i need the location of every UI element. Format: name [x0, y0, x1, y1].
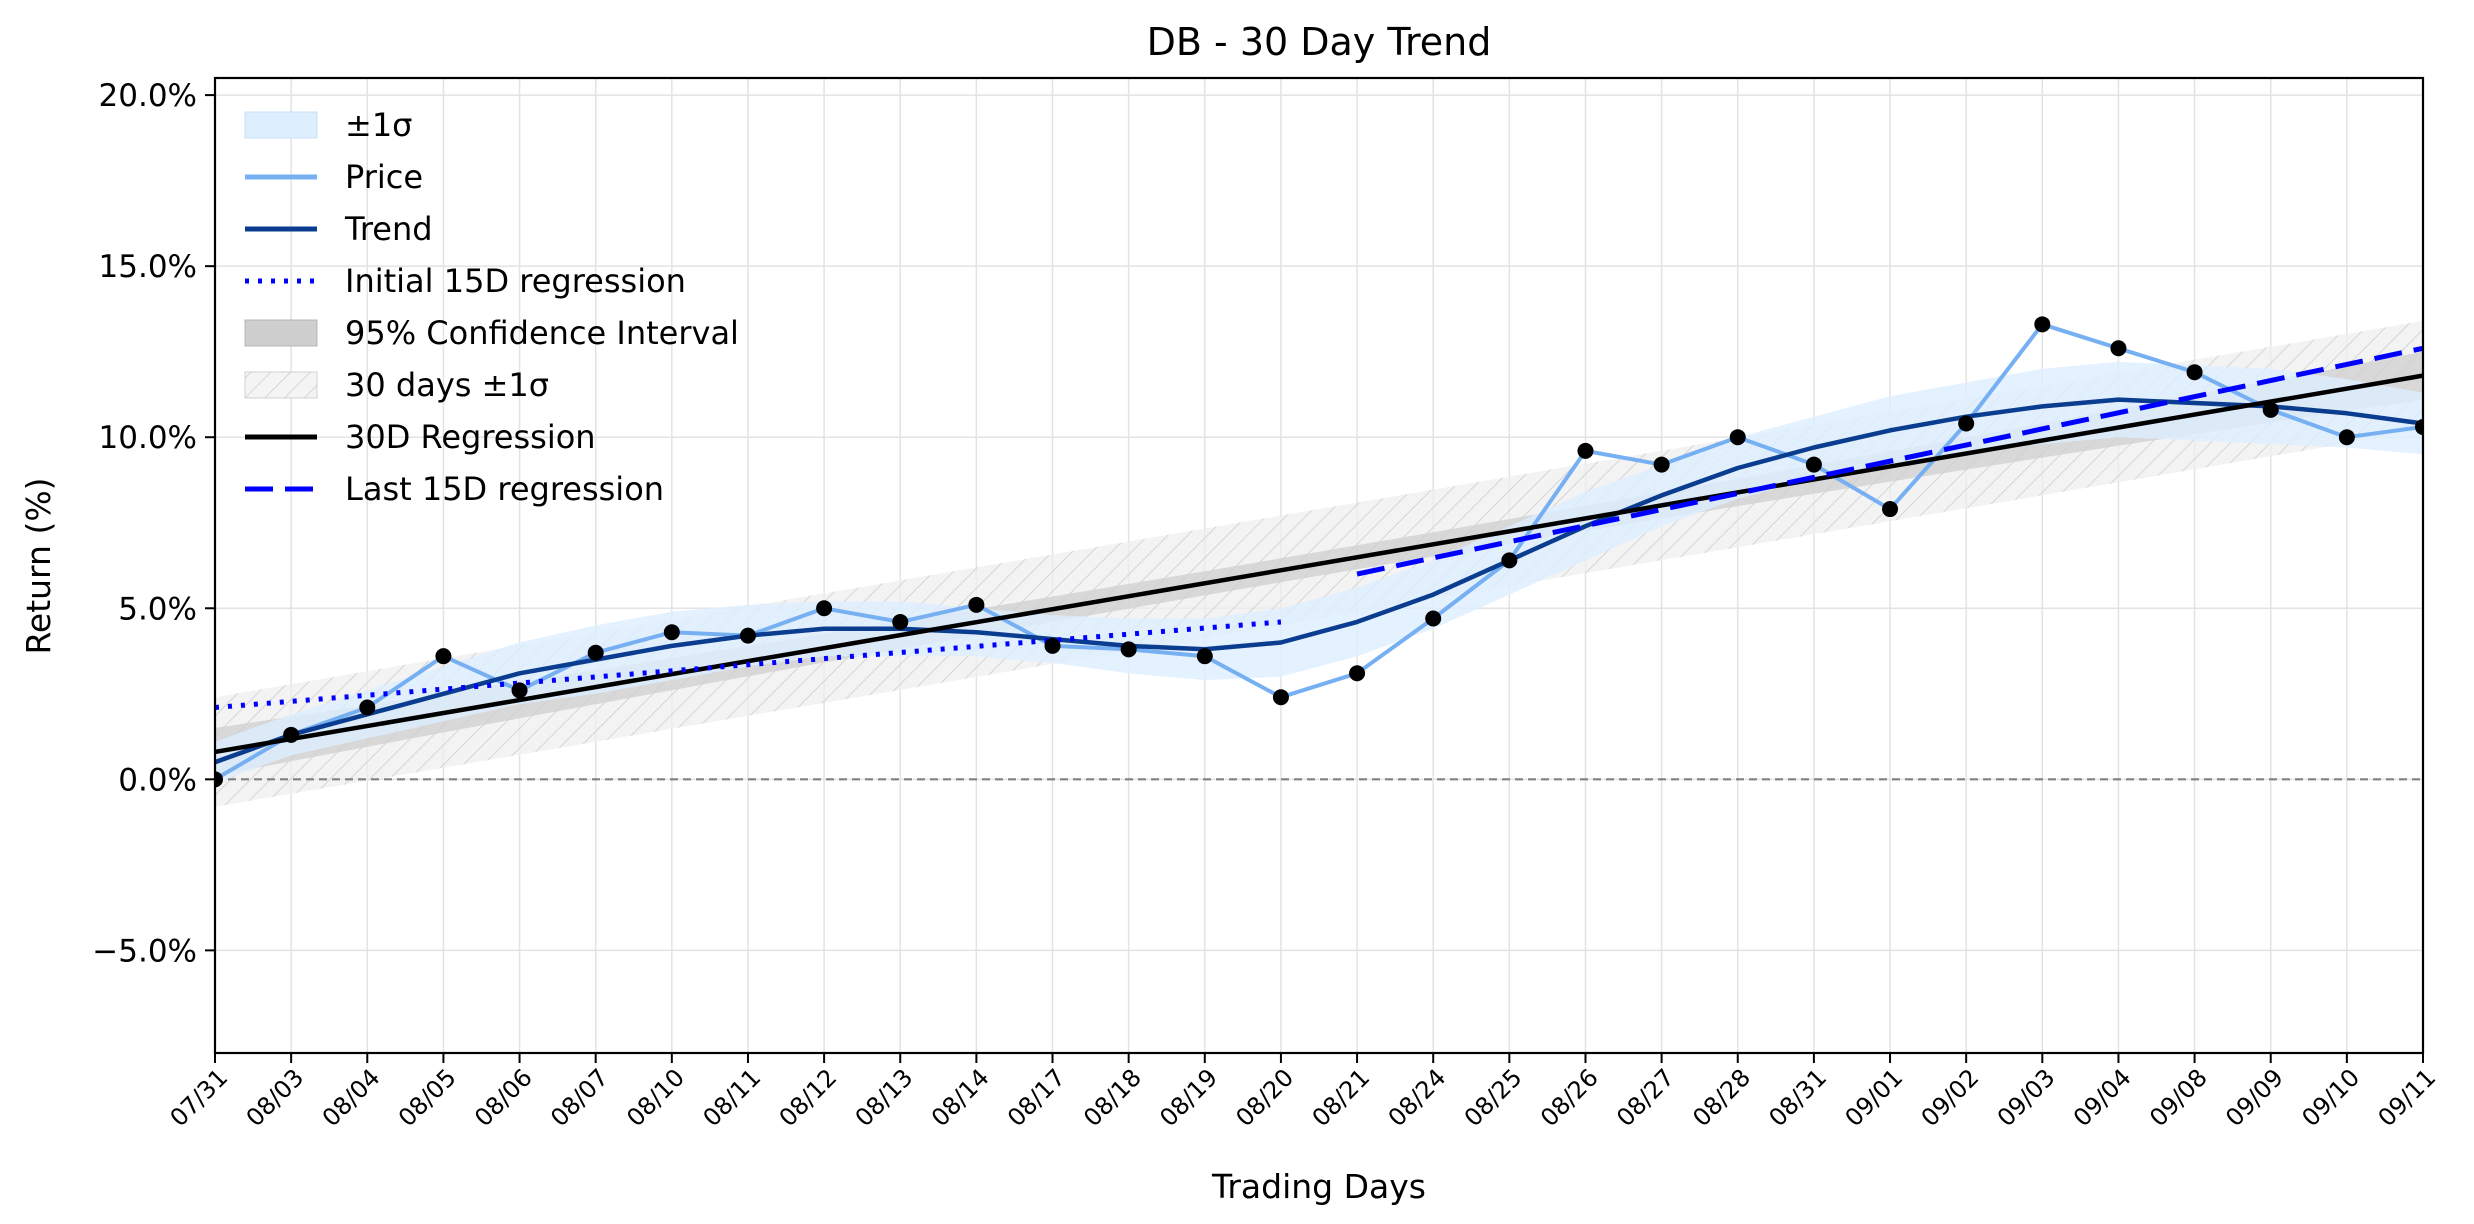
price-point: [1425, 610, 1442, 627]
price-point: [1044, 637, 1061, 654]
x-tick-label: 08/24: [1383, 1063, 1452, 1132]
legend-item: 95% Confidence Interval: [244, 314, 739, 352]
legend-item: Last 15D regression: [245, 470, 664, 508]
legend-item: Price: [245, 158, 423, 196]
price-point: [1805, 456, 1822, 473]
price-point: [1577, 442, 1594, 459]
y-tick-label: −5.0%: [92, 933, 197, 969]
x-tick-label: 09/08: [2144, 1063, 2213, 1132]
price-point: [2110, 340, 2127, 357]
price-point: [1729, 429, 1746, 446]
price-point: [2034, 316, 2051, 333]
trend-line: [215, 397, 2423, 765]
regression-last-15d-line: [1356, 345, 2423, 577]
legend-label: Last 15D regression: [345, 470, 664, 508]
x-tick-label: 08/25: [1459, 1063, 1528, 1132]
price-point: [1653, 456, 1670, 473]
price-point: [2338, 429, 2355, 446]
x-tick-label: 07/31: [165, 1063, 234, 1132]
x-tick-label: 09/11: [2373, 1063, 2442, 1132]
legend-swatch-sigma: [244, 111, 318, 139]
x-tick-label: 08/11: [698, 1063, 767, 1132]
legend-label: 95% Confidence Interval: [345, 314, 739, 352]
y-tick-label: 5.0%: [118, 591, 197, 627]
x-tick-label: 08/19: [1154, 1063, 1223, 1132]
y-tick-label: 15.0%: [99, 249, 197, 285]
x-tick-label: 08/28: [1687, 1063, 1756, 1132]
legend-item: 30D Regression: [245, 418, 596, 456]
y-tick-label: 10.0%: [99, 420, 197, 456]
x-tick-label: 09/09: [2220, 1063, 2289, 1132]
plot-area: [215, 316, 2423, 807]
price-point: [215, 771, 223, 788]
legend-item: Trend: [245, 210, 433, 248]
x-tick-label: 08/18: [1078, 1063, 1147, 1132]
x-tick-label: 09/03: [1992, 1063, 2061, 1132]
price-point: [587, 644, 604, 661]
x-tick-label: 08/06: [469, 1063, 538, 1132]
x-tick-label: 08/12: [774, 1063, 843, 1132]
x-tick-label: 09/01: [1840, 1063, 1909, 1132]
price-point: [1882, 501, 1899, 518]
legend-swatch-regression-sigma-hatch: [245, 372, 317, 398]
legend-item: 30 days ±1σ: [244, 366, 549, 404]
legend: ±1σ Price Trend Initial 15D regression 95% C…: [244, 106, 739, 508]
x-tick-label: 08/26: [1535, 1063, 1604, 1132]
price-point: [435, 648, 452, 665]
price-point: [739, 627, 756, 644]
y-tick-label: 20.0%: [99, 78, 197, 114]
x-tick-label: 09/02: [1916, 1063, 1985, 1132]
legend-item: ±1σ: [244, 106, 412, 144]
x-tick-label: 08/27: [1611, 1063, 1680, 1132]
legend-label: Trend: [344, 210, 433, 248]
price-point: [1501, 552, 1518, 569]
y-tick-label: 0.0%: [118, 762, 197, 798]
price-point: [892, 613, 909, 630]
price-line: [215, 322, 2423, 782]
x-tick-label: 08/04: [317, 1063, 386, 1132]
regression-30d-line: [215, 373, 2423, 755]
price-point: [1120, 641, 1137, 658]
x-axis: 07/31 08/03 08/04 08/05 08/06 08/07 08/10 08/11…: [165, 1053, 2442, 1132]
x-tick-label: 08/10: [621, 1063, 690, 1132]
price-point: [359, 699, 376, 716]
y-axis-label: Return (%): [19, 477, 58, 654]
price-point: [283, 726, 300, 743]
legend-label: Initial 15D regression: [345, 262, 686, 300]
x-tick-label: 08/03: [241, 1063, 310, 1132]
x-tick-label: 09/04: [2068, 1063, 2137, 1132]
legend-label: 30 days ±1σ: [345, 366, 549, 404]
x-tick-label: 08/20: [1230, 1063, 1299, 1132]
price-point: [1196, 648, 1213, 665]
legend-label: 30D Regression: [345, 418, 596, 456]
price-point: [2186, 364, 2203, 381]
x-tick-label: 08/07: [545, 1063, 614, 1132]
chart-title: DB - 30 Day Trend: [1147, 20, 1492, 64]
price-point: [1272, 689, 1289, 706]
plot-frame: [213, 76, 2425, 1055]
price-point: [816, 600, 833, 617]
x-tick-label: 08/31: [1763, 1063, 1832, 1132]
regression-initial-15d-line: [215, 619, 1282, 710]
x-tick-label: 08/13: [850, 1063, 919, 1132]
price-point: [663, 624, 680, 641]
x-tick-label: 08/17: [1002, 1063, 1071, 1132]
x-tick-label: 08/14: [926, 1063, 995, 1132]
x-tick-label: 09/10: [2296, 1063, 2365, 1132]
x-tick-label: 08/05: [393, 1063, 462, 1132]
y-axis: −5.0% 0.0% 5.0% 10.0% 15.0% 20.0%: [92, 78, 215, 969]
price-point: [1958, 415, 1975, 432]
x-axis-label: Trading Days: [1211, 1167, 1426, 1206]
legend-swatch-confidence: [244, 319, 318, 347]
price-point: [2262, 401, 2279, 418]
legend-item: Initial 15D regression: [245, 262, 686, 300]
legend-label: ±1σ: [345, 106, 412, 144]
legend-label: Price: [345, 158, 423, 196]
x-tick-label: 08/21: [1307, 1063, 1376, 1132]
price-point: [511, 682, 528, 699]
price-point: [1349, 665, 1366, 682]
price-point: [2415, 418, 2423, 435]
price-point: [968, 596, 985, 613]
